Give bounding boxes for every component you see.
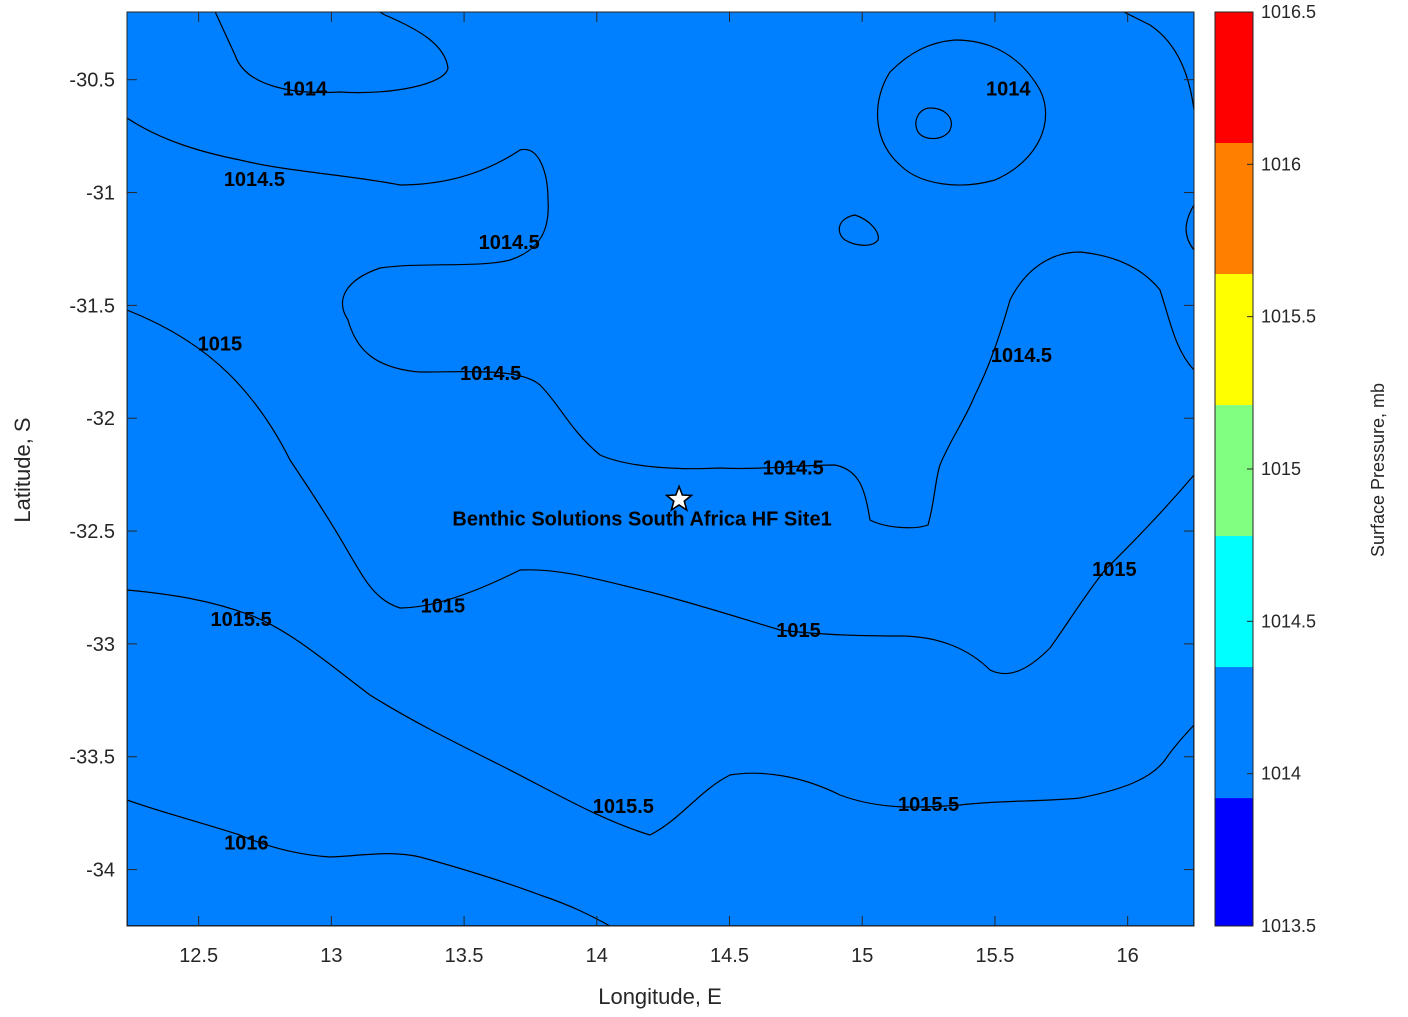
- band-1016: [127, 799, 611, 926]
- x-tick-label: 14: [586, 945, 608, 967]
- colorbar-segment: [1215, 798, 1253, 926]
- contour-fills: [127, 12, 1194, 926]
- contour-label: 1015.5: [898, 794, 959, 816]
- x-tick-label: 12.5: [179, 945, 218, 967]
- colorbar-tick-label: 1016.5: [1261, 2, 1316, 22]
- band-1013-5-north: [214, 12, 449, 94]
- contour-label: 1015: [421, 595, 466, 617]
- band-1015-5: [127, 589, 1194, 926]
- colorbar-segment: [1215, 536, 1253, 668]
- contour-label: 1015: [198, 334, 243, 356]
- band-1013-5-east-inner: [915, 107, 952, 140]
- site-label: Benthic Solutions South Africa HF Site1: [452, 508, 831, 530]
- colorbar-label: Surface Pressure, mb: [1368, 383, 1388, 557]
- band-1014-5-isle: [838, 214, 879, 246]
- y-tick-label: -32: [86, 408, 115, 430]
- colorbar-segment: [1215, 12, 1253, 144]
- band-1014: [127, 12, 1194, 926]
- y-tick-label: -33: [86, 634, 115, 656]
- contour-label: 1014.5: [991, 345, 1052, 367]
- y-tick-label: -33.5: [69, 747, 115, 769]
- band-1015: [127, 309, 1194, 926]
- colorbar-tick-label: 1015.5: [1261, 307, 1316, 327]
- contour-label: 1015.5: [211, 609, 272, 631]
- contour-label: 1014: [283, 79, 328, 101]
- colorbar-tick-label: 1014.5: [1261, 611, 1316, 631]
- x-tick-label: 13.5: [445, 945, 484, 967]
- band-1013-5-east: [876, 39, 1047, 186]
- contour-label: 1014.5: [224, 169, 285, 191]
- colorbar-tick-label: 1016: [1261, 154, 1301, 174]
- y-axis-label: Latitude, S: [10, 417, 35, 522]
- x-tick-label: 16: [1117, 945, 1139, 967]
- colorbar-segment: [1215, 405, 1253, 537]
- contour-label: 1015.5: [593, 796, 654, 818]
- colorbar-tick-label: 1014: [1261, 764, 1301, 784]
- site-marker: Benthic Solutions South Africa HF Site1: [452, 484, 832, 530]
- colorbar-segment: [1215, 143, 1253, 275]
- contour-label: 1014.5: [460, 363, 521, 385]
- colorbar: 1013.5 1014 1014.5 1015 1015.5 1016 1016.5: [1214, 2, 1316, 936]
- x-axis: 12.5 13 13.5 14 14.5 15 15.5 16: [179, 12, 1139, 967]
- y-tick-label: -30.5: [69, 70, 115, 92]
- contour-label: 1015: [1092, 559, 1137, 581]
- y-tick-label: -31.5: [69, 295, 115, 317]
- contour-label: 1015: [776, 620, 821, 642]
- plot-frame: [126, 11, 1195, 927]
- band-1014-5: [127, 117, 1194, 926]
- colorbar-segment: [1215, 274, 1253, 406]
- colorbar-tick-label: 1013.5: [1261, 916, 1316, 936]
- contour-labels: 1014 1014 1014.5 1014.5 1014.5 1014.5 1014.5 10…: [198, 79, 1137, 855]
- site-star-icon: [664, 484, 694, 512]
- y-tick-label: -32.5: [69, 521, 115, 543]
- colorbar-tick-label: 1015: [1261, 459, 1301, 479]
- contour-label: 1014.5: [763, 458, 824, 480]
- contour-label: 1014.5: [479, 232, 540, 254]
- y-tick-label: -31: [86, 183, 115, 205]
- x-tick-label: 15.5: [975, 945, 1014, 967]
- x-tick-label: 15: [851, 945, 873, 967]
- x-axis-label: Longitude, E: [598, 984, 722, 1009]
- contour-label: 1014: [986, 79, 1031, 101]
- x-tick-label: 13: [320, 945, 342, 967]
- colorbar-segment: [1215, 667, 1253, 799]
- y-axis: -30.5 -31 -31.5 -32 -32.5 -33 -33.5 -34: [69, 70, 1194, 882]
- contour-label: 1016: [224, 832, 269, 854]
- x-tick-label: 14.5: [710, 945, 749, 967]
- y-tick-label: -34: [86, 860, 115, 882]
